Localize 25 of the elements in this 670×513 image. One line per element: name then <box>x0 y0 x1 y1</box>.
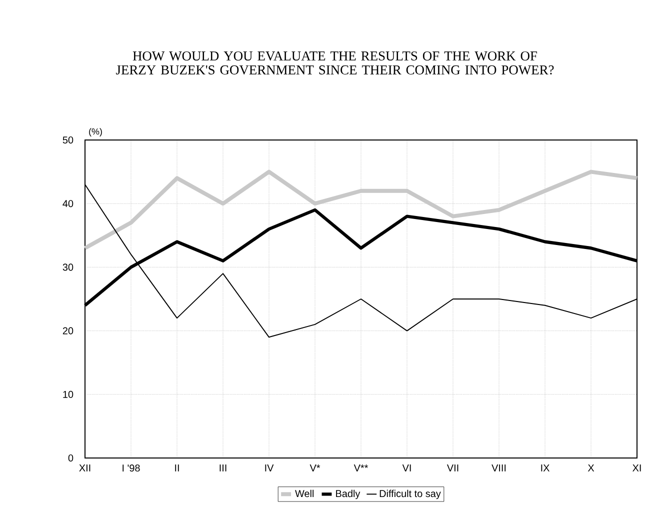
x-tick-label: V** <box>354 464 368 472</box>
x-tick-label: IV <box>265 464 274 472</box>
legend-label: Well <box>295 490 314 498</box>
x-tick-label: IX <box>541 464 550 472</box>
y-tick-label: 0 <box>68 454 74 462</box>
legend-label: Difficult to say <box>380 490 441 500</box>
y-tick-label: 10 <box>63 390 74 398</box>
x-tick-label: X <box>588 464 594 472</box>
x-tick-label: VI <box>402 464 411 472</box>
x-tick-label: I '98 <box>122 464 140 472</box>
x-tick-label: XI <box>632 464 641 472</box>
y-tick-label: 20 <box>62 327 74 334</box>
chart-title: HOW WOULD YOU EVALUATE THE RESULTS OF THE WORK OF JERZY BUZEK'S GOVERNMENT SINCE THEIR COMING INTO POWER? <box>116 51 554 75</box>
y-tick-label: 40 <box>62 200 74 208</box>
x-tick-label: III <box>220 464 226 472</box>
legend-label: Badly <box>336 490 360 500</box>
x-tick-label: VII <box>446 464 458 472</box>
y-tick-label: 50 <box>62 136 74 144</box>
y-axis-title: (%) <box>89 128 102 136</box>
x-tick-label: XII <box>79 464 90 472</box>
x-tick-label: VIII <box>492 464 506 472</box>
x-tick-label: V* <box>310 464 320 472</box>
x-tick-label: II <box>175 464 179 472</box>
y-tick-label: 30 <box>62 264 74 271</box>
line-series <box>83 170 640 250</box>
